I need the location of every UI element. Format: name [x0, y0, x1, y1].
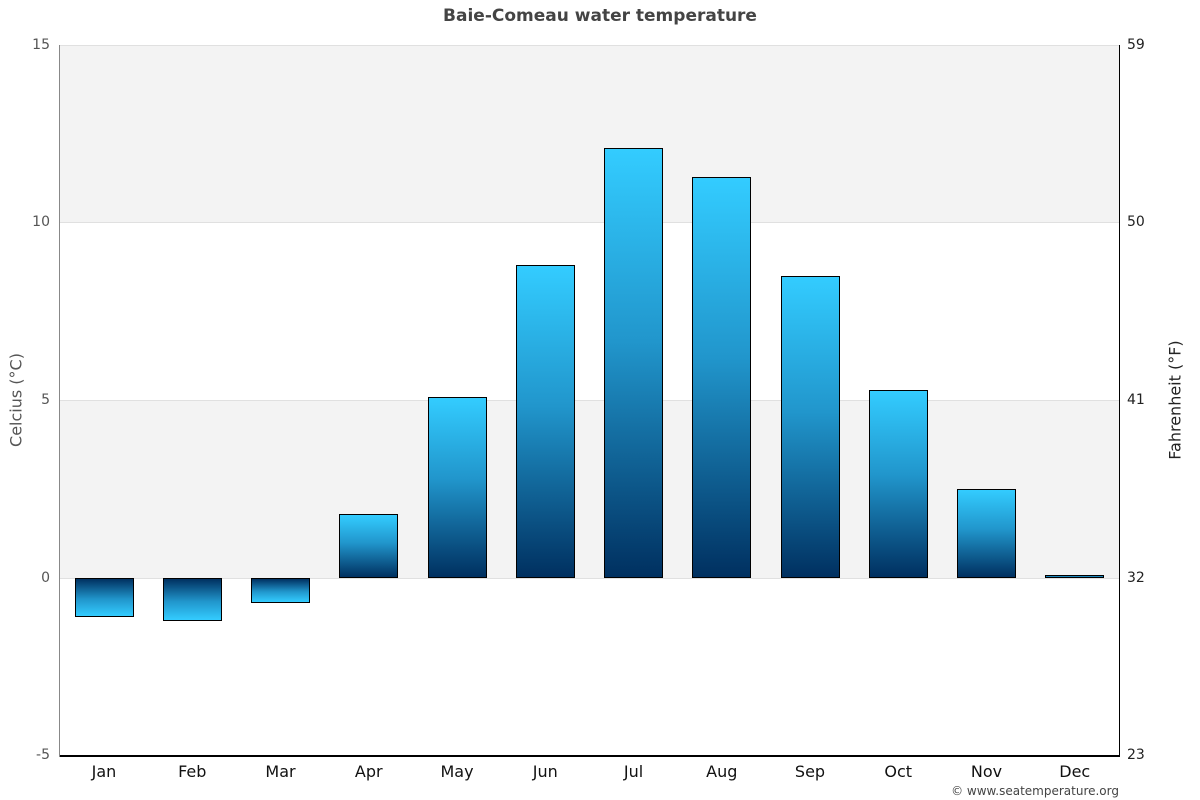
x-tick-label: Oct: [884, 762, 913, 781]
bar-dec: [1045, 574, 1105, 579]
y-tick-left: -5: [36, 747, 50, 763]
x-tick-label: May: [440, 762, 474, 781]
x-tick-label: Mar: [265, 762, 296, 781]
chart-title: Baie-Comeau water temperature: [443, 6, 757, 26]
bar-apr: [339, 514, 399, 579]
bar-aug: [692, 176, 752, 579]
y-tick-right: 41: [1127, 392, 1145, 408]
y-tick-left: 5: [41, 392, 50, 408]
y-tick-right: 23: [1127, 747, 1145, 763]
bar-jul: [604, 148, 664, 579]
grid-band: [60, 45, 1119, 222]
plot-area: [60, 45, 1119, 756]
gridline: [60, 222, 1119, 223]
x-tick-label: Sep: [794, 762, 826, 781]
bar-sep: [780, 276, 840, 579]
y-axis-left-label: Celcius (°C): [6, 353, 26, 447]
y-axis-right-label: Fahrenheit (°F): [1165, 340, 1185, 460]
bar-jan: [74, 578, 134, 618]
x-tick-label: Jun: [532, 762, 558, 781]
bar-oct: [868, 389, 928, 579]
y-tick-left: 10: [32, 214, 50, 230]
y-tick-right: 32: [1127, 570, 1145, 586]
grid-band: [60, 400, 1119, 578]
bar-may: [427, 396, 487, 579]
y-tick-left: 15: [32, 37, 50, 53]
credit-text: © www.seatemperature.org: [951, 784, 1119, 798]
y-tick-right: 50: [1127, 214, 1145, 230]
x-tick-label: Aug: [706, 762, 738, 781]
y-axis-left: [59, 45, 60, 757]
bar-jun: [515, 265, 575, 579]
bar-feb: [162, 578, 222, 621]
gridline: [60, 578, 1119, 579]
bar-mar: [251, 578, 311, 604]
bar-nov: [957, 489, 1017, 579]
x-tick-label: Nov: [970, 762, 1003, 781]
x-tick-label: Feb: [178, 762, 207, 781]
x-tick-label: Dec: [1059, 762, 1091, 781]
x-tick-label: Jul: [623, 762, 644, 781]
x-axis: [60, 755, 1120, 757]
gridline: [60, 45, 1119, 46]
x-tick-label: Apr: [354, 762, 383, 781]
gridline: [60, 400, 1119, 401]
y-tick-left: 0: [41, 570, 50, 586]
y-tick-right: 59: [1127, 37, 1145, 53]
y-axis-right: [1119, 45, 1120, 757]
x-tick-label: Jan: [91, 762, 117, 781]
